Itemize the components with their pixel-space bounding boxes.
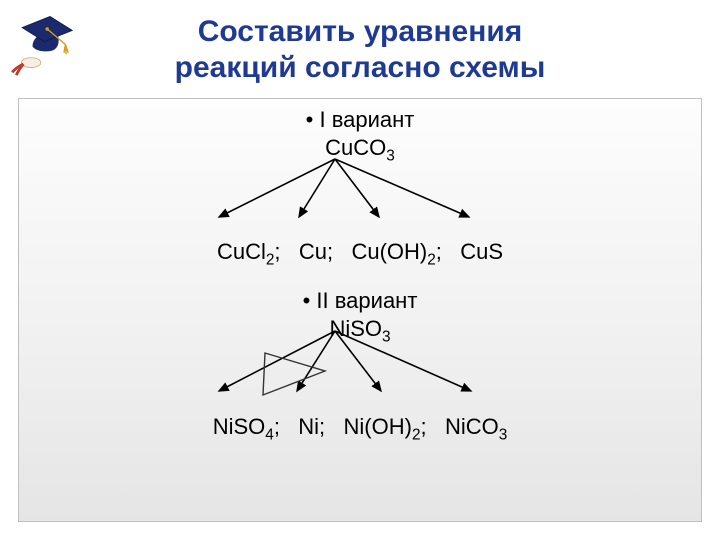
- variant1-label: I вариант: [19, 107, 701, 133]
- variant1-products: CuCl2; Cu; Cu(OH)2; CuS: [19, 239, 701, 269]
- variant2-label: II вариант: [19, 288, 701, 314]
- title-line-1: Составить уравнения: [198, 15, 523, 48]
- title-line-2: реакций согласно схемы: [175, 51, 546, 84]
- content-panel: I вариант CuCO3 CuCl2; Cu; Cu(OH)2; CuS …: [18, 98, 702, 522]
- variant2-products: NiSO4; Ni; Ni(OH)2; NiCO3: [19, 414, 701, 444]
- page-title: Составить уравнения реакций согласно схе…: [0, 0, 720, 86]
- grad-cap-icon: [8, 8, 78, 78]
- variant1-start-compound: CuCO3: [19, 135, 701, 165]
- variant2-start-compound: NiSO3: [19, 316, 701, 346]
